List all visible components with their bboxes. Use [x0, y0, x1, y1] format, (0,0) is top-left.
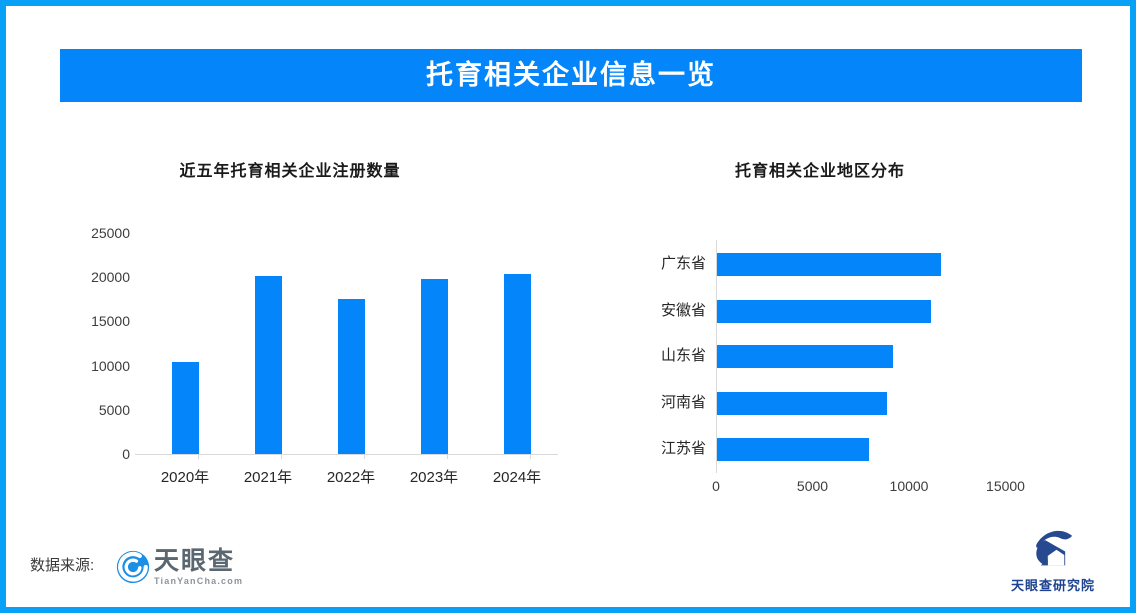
- x-axis-category-label: 2021年: [243, 469, 293, 486]
- x-axis-tick-mark: [364, 455, 365, 459]
- x-axis-category-label: 2023年: [409, 469, 459, 486]
- tianyancha-institute-logo: 天眼查研究院: [995, 528, 1111, 594]
- x-axis-category-label: 2024年: [492, 469, 542, 486]
- bar-江苏省: [717, 437, 870, 461]
- x-axis-tick-label: 15000: [986, 478, 1025, 494]
- y-axis-tick-label: 5000: [98, 401, 130, 418]
- y-axis-tick-label: 15000: [91, 313, 130, 330]
- tianyancha-logo-text: 天眼查 TianYanCha.com: [154, 548, 243, 586]
- y-axis-category-label: 山东省: [660, 347, 706, 364]
- y-axis-tick-label: 20000: [91, 269, 130, 286]
- tianyancha-logo-name: 天眼查: [154, 547, 236, 575]
- x-axis-tick-label: 5000: [796, 478, 829, 494]
- page-title: 托育相关企业信息一览: [60, 49, 1082, 102]
- y-axis-tick-label: 0: [122, 446, 130, 462]
- x-axis-category-label: 2020年: [160, 469, 210, 486]
- tianyancha-logo: 天眼查 TianYanCha.com: [116, 548, 243, 586]
- x-axis-tick-mark: [281, 455, 282, 459]
- x-axis-tick-label: 0: [712, 478, 720, 494]
- x-axis-tick-mark: [447, 455, 448, 459]
- data-source-label: 数据来源:: [30, 557, 95, 574]
- y-axis-category-label: 广东省: [660, 255, 706, 272]
- bar-2022年: [337, 299, 365, 454]
- y-axis-tick-label: 25000: [91, 225, 130, 241]
- tianyancha-logo-icon: [116, 550, 150, 584]
- bar-河南省: [717, 391, 887, 415]
- bar-山东省: [717, 344, 893, 368]
- institute-logo-name: 天眼查研究院: [1010, 578, 1095, 593]
- bar-2023年: [420, 278, 448, 454]
- x-axis-tick-label: 10000: [889, 478, 929, 494]
- y-axis-category-label: 江苏省: [660, 440, 706, 457]
- y-axis-tick-label: 10000: [91, 357, 130, 374]
- bar-广东省: [717, 252, 941, 276]
- left-chart-title: 近五年托育相关企业注册数量: [179, 163, 401, 180]
- right-chart-title: 托育相关企业地区分布: [734, 163, 905, 180]
- tianyancha-logo-domain: TianYanCha.com: [154, 576, 244, 586]
- x-axis-line: [135, 454, 558, 455]
- institute-logo-icon: [1032, 528, 1074, 568]
- y-axis-line: [716, 240, 717, 473]
- x-axis-category-label: 2022年: [326, 469, 376, 486]
- y-axis-category-label: 河南省: [660, 394, 706, 411]
- bar-2024年: [503, 273, 531, 454]
- bar-2020年: [171, 362, 199, 454]
- x-axis-tick-mark: [530, 455, 531, 459]
- bar-2021年: [254, 276, 282, 454]
- y-axis-category-label: 安徽省: [660, 302, 706, 319]
- x-axis-tick-mark: [198, 455, 199, 459]
- bar-安徽省: [717, 299, 932, 323]
